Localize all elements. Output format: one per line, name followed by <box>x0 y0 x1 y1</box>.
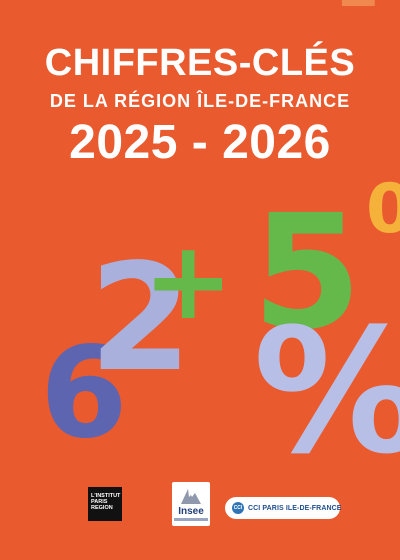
decorative-five: 5 <box>252 181 362 365</box>
institut-logo-line-3: REGION <box>91 505 113 511</box>
cci-logo: CCI CCI PARIS ILE-DE-FRANCE <box>225 497 342 519</box>
insee-logo: Insee <box>172 482 210 526</box>
decorative-plus: + <box>143 219 234 344</box>
institut-logo-line-1: L'INSTITUT <box>91 493 121 499</box>
decorative-two: 2 <box>89 232 192 404</box>
decorative-percent: % <box>253 306 400 478</box>
cover-title: CHIFFRES-CLÉS <box>44 42 356 84</box>
decorative-two-top: 2 <box>337 0 380 16</box>
cci-mark-icon: CCI <box>232 502 244 514</box>
decorative-zero: 0 <box>366 170 400 249</box>
insee-subline <box>174 518 208 521</box>
insee-mark-icon <box>181 489 201 504</box>
institut-paris-region-logo: L'INSTITUT PARIS REGION <box>88 487 122 521</box>
insee-logo-text: Insee <box>178 506 204 517</box>
decorative-six: 6 <box>40 319 128 466</box>
institut-logo-line-2: PARIS <box>91 499 108 505</box>
cci-logo-text: CCI PARIS ILE-DE-FRANCE <box>248 504 342 512</box>
cover-subtitle: DE LA RÉGION ÎLE-DE-FRANCE <box>49 91 351 111</box>
cover-years: 2025 - 2026 <box>69 116 331 169</box>
